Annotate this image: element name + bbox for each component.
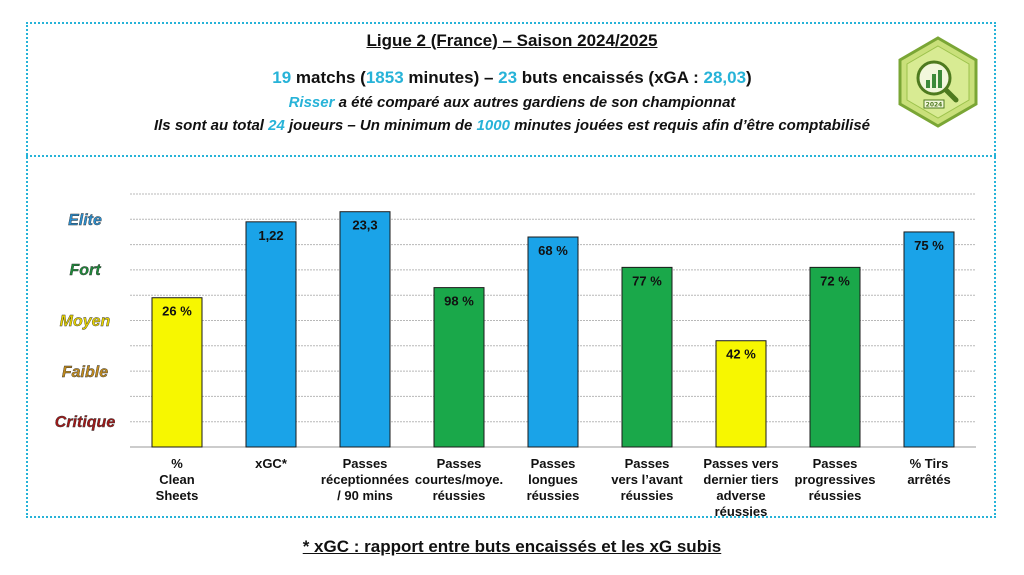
bar-value-label: 26 % bbox=[162, 304, 192, 319]
bar-value-label: 75 % bbox=[914, 238, 944, 253]
bar bbox=[715, 340, 767, 448]
category-label: Passes progressives réussies bbox=[794, 456, 876, 503]
level-label-critique: Critique bbox=[54, 414, 116, 432]
bar-value-label: 1,22 bbox=[258, 228, 283, 243]
bar-value-label: 98 % bbox=[444, 294, 474, 309]
stats-close: ) bbox=[746, 68, 752, 87]
player-count: 24 bbox=[268, 117, 285, 134]
footnote: * xGC : rapport entre buts encaissés et … bbox=[302, 537, 722, 556]
criteria-pre: Ils sont au total bbox=[153, 117, 269, 134]
minutes-value: 1853 bbox=[365, 68, 404, 87]
level-label-moyen: Moyen bbox=[59, 313, 111, 331]
category-label: Passes longues réussies bbox=[526, 456, 580, 503]
bar-value-label: 72 % bbox=[820, 273, 850, 288]
category-label: Passes vers l’avant réussies bbox=[611, 456, 683, 503]
bar bbox=[433, 287, 485, 448]
bar bbox=[339, 211, 391, 448]
goals-text: buts encaissés (xGA : bbox=[517, 68, 704, 87]
category-label: % Tirs arrêtés bbox=[907, 456, 951, 487]
comparison-text: a été comparé aux autres gardiens de son… bbox=[334, 94, 736, 111]
criteria-post: minutes jouées est requis afin d’être co… bbox=[509, 117, 871, 134]
bar bbox=[151, 297, 203, 448]
bar-value-label: 77 % bbox=[632, 273, 662, 288]
logo-year: 2024 bbox=[926, 102, 943, 109]
bar bbox=[621, 266, 673, 448]
bar bbox=[527, 236, 579, 448]
page-title: Ligue 2 (France) – Saison 2024/2025 bbox=[366, 31, 658, 50]
category-label: Passes vers dernier tiers adverse réussies bbox=[703, 456, 779, 519]
bar-value-label: 23,3 bbox=[352, 218, 377, 233]
minutes-text: minutes) – bbox=[403, 68, 499, 87]
category-label: % Clean Sheets bbox=[155, 456, 199, 503]
level-label-faible: Faible bbox=[61, 363, 109, 381]
category-label: Passes réceptionnées/ 90 mins bbox=[320, 456, 410, 503]
matches-text: matchs ( bbox=[291, 68, 366, 87]
matches-value: 19 bbox=[272, 68, 292, 87]
criteria-line: Ils sont au total 24 joueurs – Un minimu… bbox=[0, 117, 1024, 134]
outer-frame bbox=[26, 22, 996, 518]
header-divider bbox=[26, 155, 996, 157]
category-label: Passes courtes/moye. réussies bbox=[414, 456, 504, 503]
bar bbox=[245, 221, 297, 448]
stats-line: 19 matchs (1853 minutes) – 23 buts encai… bbox=[0, 68, 1024, 88]
player-name: Risser bbox=[288, 94, 335, 111]
criteria-mid: joueurs – Un minimum de bbox=[284, 117, 477, 134]
bar-value-label: 68 % bbox=[538, 243, 568, 258]
bar bbox=[903, 231, 955, 448]
analytics-logo-icon: 2024 bbox=[898, 36, 978, 128]
comparison-line: Risser a été comparé aux autres gardiens… bbox=[0, 94, 1024, 111]
bar-value-label: 42 % bbox=[726, 347, 756, 362]
goals-value: 23 bbox=[498, 68, 518, 87]
category-label: xGC* bbox=[255, 456, 287, 471]
level-label-fort: Fort bbox=[69, 262, 101, 280]
xga-value: 28,03 bbox=[703, 68, 747, 87]
bar bbox=[809, 266, 861, 448]
level-label-elite: Elite bbox=[68, 211, 102, 229]
minimum-minutes: 1000 bbox=[476, 117, 510, 134]
